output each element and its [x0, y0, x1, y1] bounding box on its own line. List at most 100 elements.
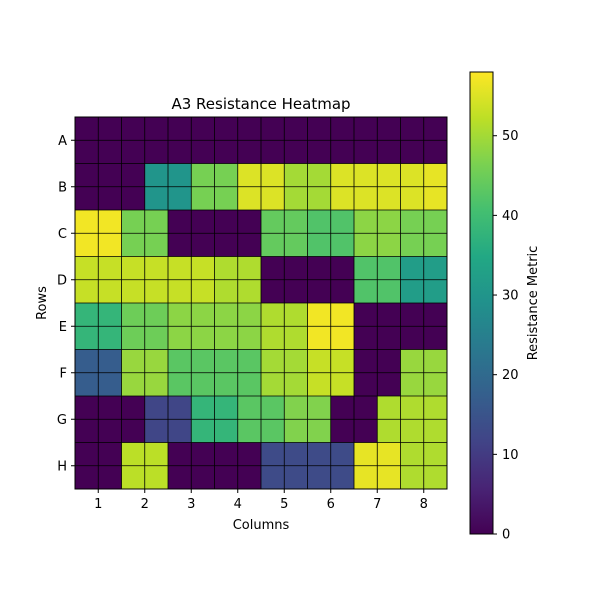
heatmap-cell: [261, 326, 285, 350]
heatmap-cell: [98, 186, 122, 211]
heatmap-cell: [284, 442, 308, 467]
heatmap-cell: [144, 396, 169, 420]
heatmap-cell: [330, 419, 355, 443]
heatmap-cell: [98, 396, 122, 420]
heatmap-cell: [423, 465, 448, 490]
heatmap-cell: [191, 303, 215, 327]
heatmap-cell: [191, 140, 215, 164]
heatmap-cell: [144, 117, 169, 141]
x-tick-label: 4: [234, 497, 242, 512]
heatmap-cell: [423, 233, 448, 257]
heatmap-cell: [237, 396, 262, 420]
y-tick-label: C: [58, 227, 67, 242]
heatmap-cell: [377, 233, 401, 257]
heatmap-cell: [261, 210, 285, 234]
heatmap-cell: [423, 256, 448, 281]
heatmap-cell: [284, 140, 308, 164]
heatmap-cell: [191, 163, 215, 188]
heatmap-cell: [98, 256, 122, 281]
heatmap-cell: [214, 256, 239, 281]
heatmap-cell: [191, 465, 215, 490]
heatmap-cell: [214, 465, 239, 490]
heatmap-cell: [144, 372, 169, 397]
x-axis-ticks: 1 2 3 4 5 6 7 8: [94, 489, 428, 512]
heatmap-cell: [423, 442, 448, 467]
heatmap-cell: [237, 256, 262, 281]
heatmap-cell: [261, 279, 285, 304]
heatmap-cell: [354, 117, 378, 141]
heatmap-cell: [191, 326, 215, 350]
heatmap-cell: [168, 210, 192, 234]
heatmap-cell: [168, 303, 192, 327]
heatmap-cell: [377, 465, 401, 490]
heatmap-cell: [121, 140, 146, 164]
heatmap-cell: [261, 465, 285, 490]
heatmap-cell: [423, 279, 448, 304]
colorbar-tick-label: 50: [502, 129, 519, 144]
heatmap-cell: [261, 419, 285, 443]
heatmap-cell: [75, 163, 99, 188]
x-tick-label: 8: [420, 497, 428, 512]
heatmap-cell: [75, 465, 99, 490]
heatmap-cell: [307, 326, 332, 350]
heatmap-cell: [423, 396, 448, 420]
heatmap-cell: [168, 186, 192, 211]
heatmap-cell: [284, 303, 308, 327]
heatmap-cell: [75, 279, 99, 304]
x-tick-label: 5: [280, 497, 288, 512]
heatmap-cell: [423, 163, 448, 188]
heatmap-cell: [75, 210, 99, 234]
heatmap-cell: [214, 303, 239, 327]
heatmap-cell: [354, 279, 378, 304]
heatmap-cell: [98, 372, 122, 397]
heatmap-cell: [121, 117, 146, 141]
heatmap-cell: [330, 303, 355, 327]
heatmap-cell: [377, 349, 401, 374]
heatmap-cell: [284, 372, 308, 397]
heatmap-cell: [330, 465, 355, 490]
heatmap-cell: [330, 186, 355, 211]
heatmap-cell: [307, 140, 332, 164]
heatmap-cell: [121, 163, 146, 188]
heatmap-cell: [354, 210, 378, 234]
heatmap-cell: [354, 442, 378, 467]
heatmap-cell: [144, 419, 169, 443]
heatmap-cell: [191, 419, 215, 443]
heatmap-cell: [237, 117, 262, 141]
colorbar-tick-label: 0: [502, 528, 510, 543]
heatmap-cell: [214, 233, 239, 257]
y-tick-label: F: [60, 366, 67, 381]
heatmap-cell: [307, 186, 332, 211]
heatmap-cell: [144, 186, 169, 211]
heatmap-cell: [168, 279, 192, 304]
heatmap-cell: [261, 186, 285, 211]
heatmap-cell: [284, 419, 308, 443]
heatmap-cell: [423, 140, 448, 164]
heatmap-cell: [98, 442, 122, 467]
heatmap-cell: [237, 465, 262, 490]
heatmap-cell: [191, 233, 215, 257]
heatmap-cell: [75, 233, 99, 257]
heatmap-cell: [168, 233, 192, 257]
heatmap-cell: [168, 163, 192, 188]
heatmap-cell: [121, 186, 146, 211]
colorbar-tick-label: 10: [502, 448, 519, 463]
chart-title: A3 Resistance Heatmap: [171, 95, 350, 113]
heatmap-cell: [191, 117, 215, 141]
heatmap-cell: [121, 210, 146, 234]
heatmap-cell: [377, 186, 401, 211]
heatmap-cell: [284, 163, 308, 188]
heatmap-cell: [284, 117, 308, 141]
heatmap-cell: [237, 210, 262, 234]
heatmap-cell: [307, 233, 332, 257]
heatmap-cell: [330, 326, 355, 350]
y-tick-label: B: [58, 180, 67, 195]
heatmap-cell: [377, 442, 401, 467]
heatmap-cell: [354, 233, 378, 257]
heatmap-cell: [98, 210, 122, 234]
heatmap-cell: [330, 140, 355, 164]
heatmap-cell: [75, 442, 99, 467]
heatmap-cell: [423, 349, 448, 374]
heatmap-cell: [237, 349, 262, 374]
